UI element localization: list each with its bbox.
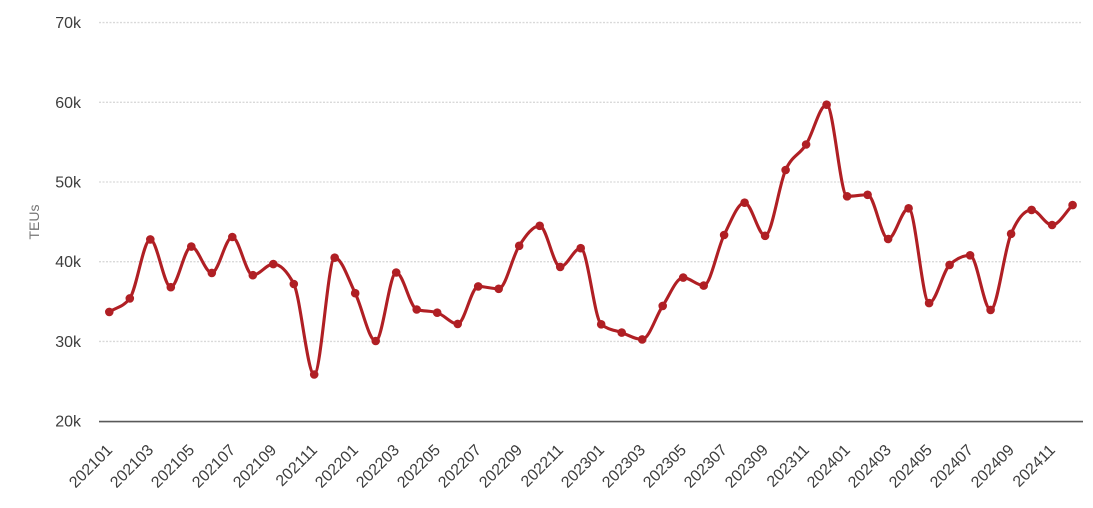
svg-text:70k: 70k [55,15,82,32]
svg-text:40k: 40k [55,254,82,271]
svg-text:60k: 60k [55,95,82,112]
svg-text:20k: 20k [55,414,82,431]
svg-text:30k: 30k [55,334,82,351]
svg-text:TEUs: TEUs [26,205,42,240]
svg-text:50k: 50k [55,175,82,192]
